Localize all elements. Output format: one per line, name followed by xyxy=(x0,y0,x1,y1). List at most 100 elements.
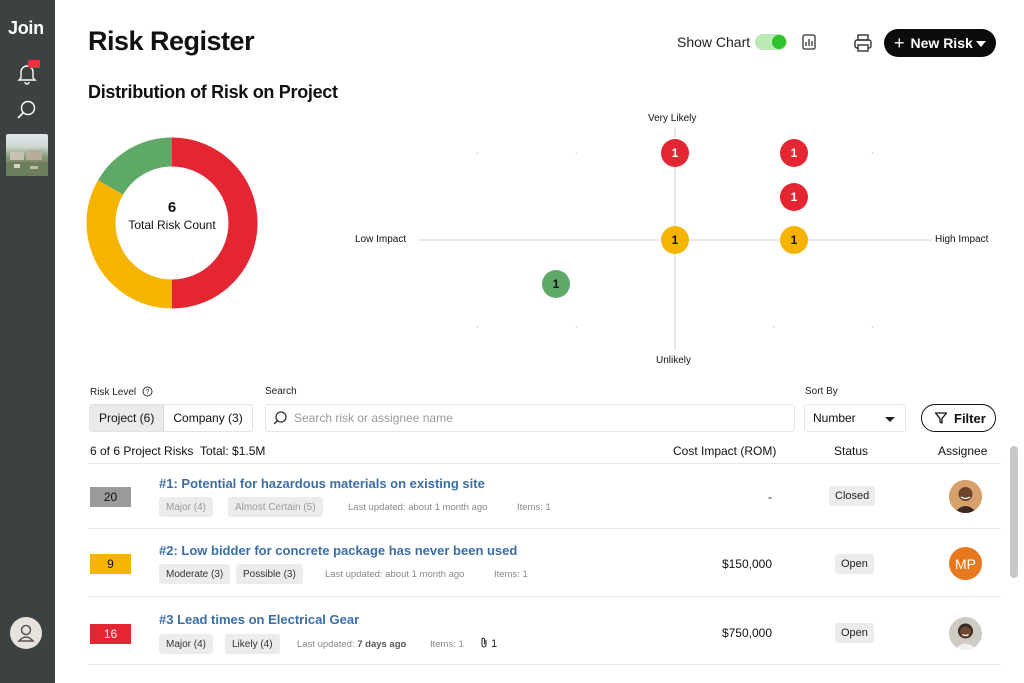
svg-text:?: ? xyxy=(145,389,149,396)
last-updated-prefix: Last updated: xyxy=(297,639,358,650)
risk-level-text: Risk Level xyxy=(90,387,137,398)
search-field-icon xyxy=(273,411,287,425)
column-header-cost[interactable]: Cost Impact (ROM) xyxy=(673,444,777,458)
risk-bubble[interactable]: 1 xyxy=(780,226,808,254)
search-box xyxy=(265,404,795,432)
last-updated: Last updated: about 1 month ago xyxy=(348,502,488,513)
impact-tag: Major (4) xyxy=(159,634,214,654)
risk-bubble[interactable]: 1 xyxy=(780,182,808,211)
last-updated: Last updated: about 1 month ago xyxy=(325,569,465,580)
user-avatar[interactable] xyxy=(10,617,42,649)
likelihood-tag: Possible (3) xyxy=(236,564,303,584)
header-divider xyxy=(88,463,1001,464)
axis-label-low-impact: Low Impact xyxy=(355,234,407,245)
funnel-icon xyxy=(934,412,948,424)
risk-title-link[interactable]: #3 Lead times on Electrical Gear xyxy=(159,612,360,627)
risk-total: Total: $1.5M xyxy=(200,444,266,458)
distribution-title: Distribution of Risk on Project xyxy=(88,82,338,102)
axis-label-very-likely: Very Likely xyxy=(648,113,697,124)
risk-count-summary: 6 of 6 Project Risks xyxy=(90,444,194,458)
items-count: Items: 1 xyxy=(517,502,551,513)
show-chart-toggle[interactable] xyxy=(755,34,787,50)
new-risk-label: New Risk xyxy=(910,35,973,51)
axis-label-high-impact: High Impact xyxy=(935,234,989,245)
sort-by-label: Sort By xyxy=(805,386,838,397)
chevron-down-icon[interactable] xyxy=(976,41,986,47)
bar-chart-icon[interactable] xyxy=(800,33,818,51)
paperclip-icon xyxy=(481,637,487,648)
grid-dot xyxy=(772,326,775,328)
risk-matrix: Very Likely Unlikely Low Impact High Imp… xyxy=(340,110,1010,372)
likelihood-tag: Likely (4) xyxy=(225,634,280,654)
status-badge: Open xyxy=(835,623,874,643)
assignee-avatar[interactable] xyxy=(949,480,982,513)
row-divider xyxy=(88,596,1001,597)
app-logo[interactable]: Join xyxy=(8,18,44,38)
risk-score-badge: 9 xyxy=(90,554,131,574)
plus-icon: + xyxy=(894,33,905,53)
risk-bubble[interactable]: 1 xyxy=(542,269,570,298)
cost-impact: - xyxy=(768,490,772,504)
new-risk-button[interactable]: + New Risk xyxy=(884,29,996,57)
search-input[interactable] xyxy=(294,405,784,431)
search-icon[interactable] xyxy=(14,96,40,122)
tab-company[interactable]: Company (3) xyxy=(173,411,243,425)
risk-title-link[interactable]: #1: Potential for hazardous materials on… xyxy=(159,476,485,491)
sidebar: Join xyxy=(0,0,55,683)
status-badge: Open xyxy=(835,554,874,574)
sort-by-select[interactable]: Number xyxy=(804,404,906,432)
last-updated-value: 7 days ago xyxy=(357,639,407,650)
grid-dot xyxy=(871,326,874,328)
risk-bubble[interactable]: 1 xyxy=(661,226,689,254)
attachments[interactable]: 1 xyxy=(480,637,497,650)
table-scrollbar[interactable] xyxy=(1010,446,1018,578)
axis-label-unlikely: Unlikely xyxy=(656,355,692,366)
total-risk-count: 6 xyxy=(167,199,177,216)
page-title: Risk Register xyxy=(88,26,255,56)
risk-score-badge: 16 xyxy=(90,624,131,644)
printer-icon[interactable] xyxy=(852,32,874,54)
project-thumbnail[interactable] xyxy=(6,134,48,176)
risk-level-segmented-control: Project (6) Company (3) xyxy=(89,404,253,432)
show-chart-label: Show Chart xyxy=(677,34,751,50)
risk-bubble[interactable]: 1 xyxy=(780,139,808,167)
grid-dot xyxy=(575,326,578,328)
grid-dot xyxy=(476,326,479,328)
filter-button[interactable]: Filter xyxy=(921,404,996,432)
donut-slice-medium[interactable] xyxy=(86,137,258,309)
donut-slice-low[interactable] xyxy=(86,137,258,309)
items-count: Items: 1 xyxy=(430,639,464,650)
chevron-down-icon xyxy=(885,417,895,422)
likelihood-tag: Almost Certain (5) xyxy=(228,497,323,517)
sort-by-value: Number xyxy=(813,411,856,425)
search-label: Search xyxy=(265,386,297,397)
last-updated: Last updated: 7 days ago xyxy=(297,639,406,650)
assignee-avatar[interactable]: MP xyxy=(949,547,982,580)
grid-dot xyxy=(476,152,479,154)
filter-label: Filter xyxy=(954,410,986,426)
cost-impact: $750,000 xyxy=(721,626,772,640)
items-count: Items: 1 xyxy=(494,569,528,580)
assignee-avatar[interactable] xyxy=(949,617,982,650)
impact-tag: Major (4) xyxy=(159,497,214,517)
status-badge: Closed xyxy=(829,486,876,506)
attachment-count: 1 xyxy=(491,638,498,650)
risk-level-label: Risk Level ? xyxy=(90,386,153,398)
cost-impact: $150,000 xyxy=(721,557,772,571)
risk-title-link[interactable]: #2: Low bidder for concrete package has … xyxy=(159,543,518,558)
help-icon[interactable]: ? xyxy=(142,386,153,397)
grid-dot xyxy=(871,152,874,154)
grid-dot xyxy=(575,152,578,154)
row-divider xyxy=(88,664,1001,665)
tab-project[interactable]: Project (6) xyxy=(90,405,165,431)
notification-badge xyxy=(28,60,40,68)
column-header-status[interactable]: Status xyxy=(834,444,869,458)
risk-bubble[interactable]: 1 xyxy=(661,139,689,167)
row-divider xyxy=(88,528,1001,529)
total-risk-label: Total Risk Count xyxy=(128,218,216,232)
impact-tag: Moderate (3) xyxy=(159,564,231,584)
notifications-bell-icon[interactable] xyxy=(14,60,40,86)
risk-score-badge: 20 xyxy=(90,487,131,507)
toggle-knob xyxy=(772,35,786,49)
column-header-assignee[interactable]: Assignee xyxy=(938,444,988,458)
